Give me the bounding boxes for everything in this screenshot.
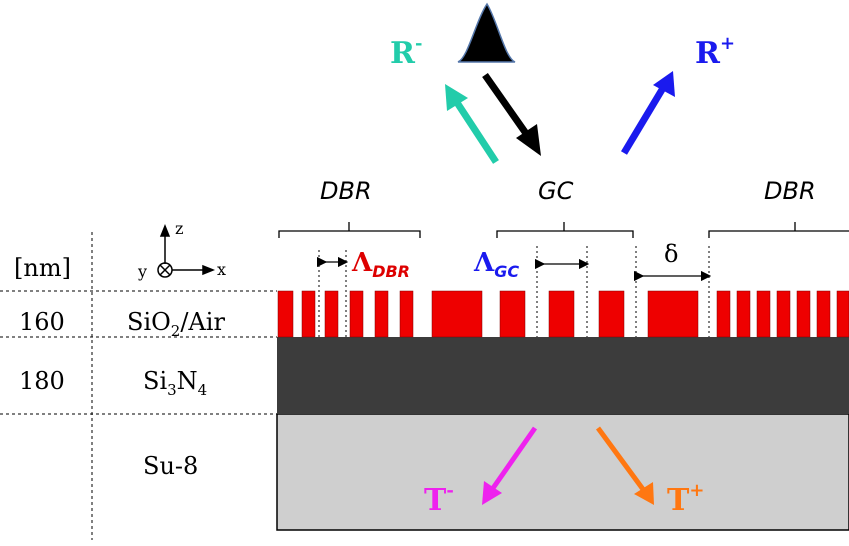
dbr-right-brace <box>708 222 849 238</box>
dbr-left-tooth <box>374 290 389 338</box>
dbr-right-label: DBR <box>764 177 816 205</box>
grating-teeth <box>277 290 849 338</box>
axis-label-y: y <box>137 262 147 281</box>
gc-tooth <box>499 290 526 338</box>
dbr-left-tooth <box>301 290 316 338</box>
t-minus-arrow <box>482 426 538 505</box>
gc-tooth <box>598 290 625 338</box>
dbr-left-tooth <box>349 290 364 338</box>
dbr-left-brace <box>278 222 421 238</box>
lambda-dbr-label: ΛDBR <box>351 248 410 281</box>
coordinate-axes-icon <box>157 223 216 278</box>
thickness-sio2: 160 <box>19 308 65 336</box>
thickness-sin: 180 <box>19 367 65 395</box>
layer-label-sio2: SiO2/Air <box>127 308 225 340</box>
layer-label-sin: Si3N4 <box>143 367 207 399</box>
t-plus-arrow <box>595 426 654 505</box>
dbr-right-tooth <box>756 290 771 338</box>
gc-tooth <box>548 290 575 338</box>
gc-tooth <box>647 290 699 338</box>
dbr-right-tooth <box>796 290 811 338</box>
su8-layer <box>276 413 849 531</box>
dbr-left-tooth <box>399 290 414 338</box>
t-minus-label: T- <box>424 480 454 518</box>
axis-label-z: z <box>175 219 183 238</box>
gc-brace <box>496 222 634 238</box>
incident-beam-profile-icon <box>457 2 516 63</box>
dbr-right-tooth <box>816 290 831 338</box>
dbr-right-tooth <box>736 290 751 338</box>
axis-label-x: x <box>217 260 226 279</box>
dbr-right-tooth <box>716 290 731 338</box>
dbr-right-tooth <box>836 290 849 338</box>
layer-guides <box>0 232 277 540</box>
r-plus-label: R+ <box>695 33 735 71</box>
dbr-left-tooth <box>277 290 294 338</box>
unit-label: [nm] <box>14 254 71 282</box>
r-plus-arrow <box>620 71 675 155</box>
sin-layer <box>277 337 849 414</box>
gc-tooth <box>431 290 483 338</box>
r-minus-arrow <box>445 84 499 164</box>
dbr-left-label: DBR <box>320 177 372 205</box>
gc-label: GC <box>538 177 574 205</box>
incident-arrow <box>482 72 541 156</box>
lambda-gc-label: ΛGC <box>473 248 519 281</box>
t-plus-label: T+ <box>667 480 704 518</box>
layer-label-su8: Su-8 <box>143 452 198 480</box>
delta-label: δ <box>664 240 678 268</box>
r-minus-label: R- <box>390 33 422 71</box>
section-braces <box>278 222 849 238</box>
period-arrows <box>316 256 712 282</box>
dbr-left-tooth <box>324 290 339 338</box>
dbr-right-tooth <box>776 290 791 338</box>
